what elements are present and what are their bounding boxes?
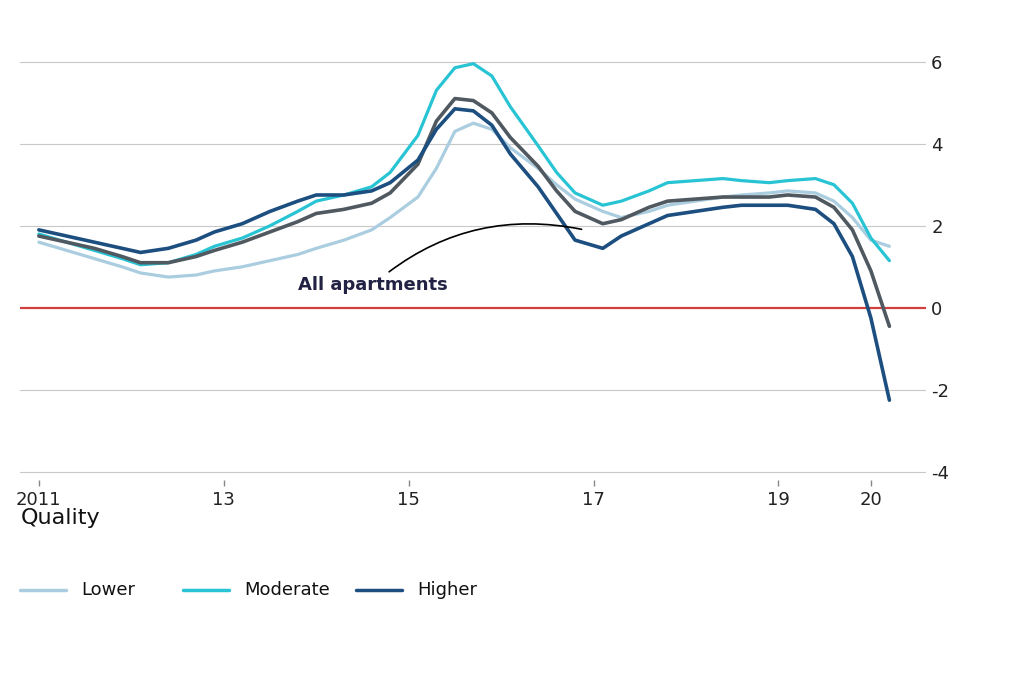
Text: Higher: Higher (417, 581, 477, 599)
Text: Quality: Quality (20, 508, 100, 528)
Text: Moderate: Moderate (244, 581, 330, 599)
Text: All apartments: All apartments (297, 224, 581, 294)
Text: Lower: Lower (81, 581, 135, 599)
